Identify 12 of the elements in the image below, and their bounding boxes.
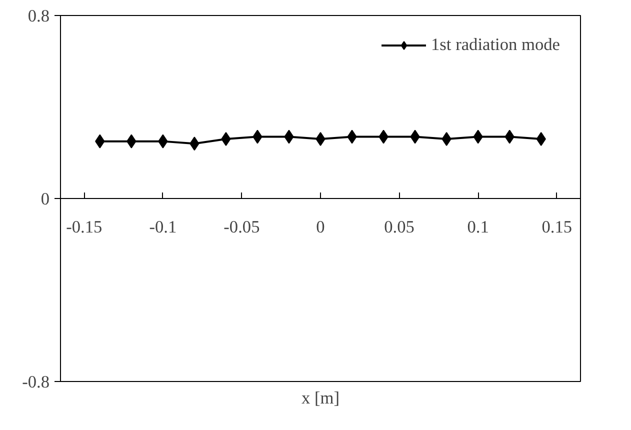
x-tick-label: 0.1 xyxy=(467,218,489,236)
y-tick-label: 0.8 xyxy=(28,6,50,26)
y-tick-label: -0.8 xyxy=(22,372,50,392)
x-tick-label: 0.05 xyxy=(384,218,414,236)
x-tick-label: 0 xyxy=(316,218,325,236)
x-tick-label: -0.05 xyxy=(224,218,260,236)
x-axis-title: x [m] xyxy=(301,388,340,408)
x-tick-label: -0.1 xyxy=(149,218,177,236)
x-tick-label: 0.15 xyxy=(542,218,572,236)
y-tick-label: 0 xyxy=(40,190,50,208)
x-tick-label: -0.15 xyxy=(66,218,102,236)
legend-label: 1st radiation mode xyxy=(431,35,560,55)
